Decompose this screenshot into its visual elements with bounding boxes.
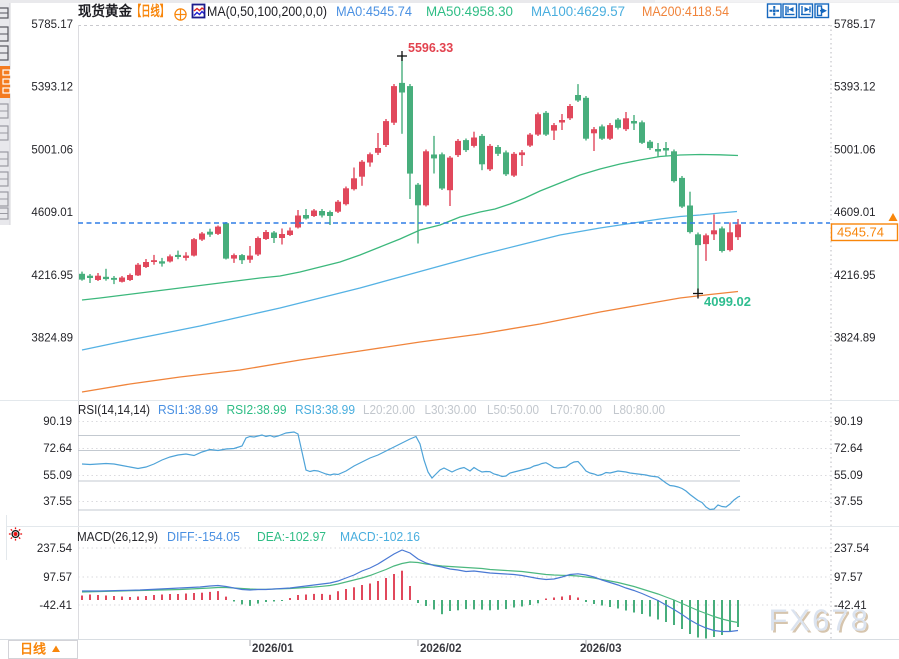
svg-text:5393.12: 5393.12 (31, 82, 73, 94)
svg-text:5001.06: 5001.06 (834, 144, 876, 156)
svg-text:55.09: 55.09 (43, 470, 72, 482)
svg-text:5596.33: 5596.33 (408, 41, 453, 55)
svg-text:L70:70.00: L70:70.00 (550, 402, 602, 417)
svg-text:现货黄金: 现货黄金 (78, 3, 133, 19)
svg-text:L50:50.00: L50:50.00 (487, 402, 539, 417)
svg-text:L80:80.00: L80:80.00 (613, 402, 665, 417)
svg-text:4609.01: 4609.01 (834, 207, 876, 219)
svg-text:5785.17: 5785.17 (834, 19, 876, 31)
svg-text:RSI(14,14,14): RSI(14,14,14) (78, 402, 150, 417)
svg-text:FX678: FX678 (769, 603, 870, 638)
svg-text:237.54: 237.54 (834, 543, 870, 555)
svg-text:72.64: 72.64 (834, 443, 863, 455)
svg-text:2026/03: 2026/03 (580, 643, 622, 655)
svg-text:【日线】: 【日线】 (132, 3, 169, 19)
svg-text:55.09: 55.09 (834, 470, 863, 482)
svg-text:4216.95: 4216.95 (834, 270, 876, 282)
svg-text:MA200:4118.54: MA200:4118.54 (642, 4, 729, 19)
svg-text:RSI3:38.99: RSI3:38.99 (295, 402, 355, 417)
svg-text:MACD:-102.16: MACD:-102.16 (340, 529, 420, 544)
svg-text:3824.89: 3824.89 (31, 333, 73, 345)
svg-text:5001.06: 5001.06 (31, 144, 73, 156)
svg-text:日线: 日线 (20, 642, 46, 657)
svg-text:4545.74: 4545.74 (837, 225, 884, 240)
svg-text:RSI2:38.99: RSI2:38.99 (227, 402, 287, 417)
svg-text:37.55: 37.55 (834, 496, 863, 508)
svg-text:37.55: 37.55 (43, 496, 72, 508)
svg-text:-42.41: -42.41 (834, 600, 867, 612)
svg-text:4216.95: 4216.95 (31, 270, 73, 282)
svg-text:3824.89: 3824.89 (834, 333, 876, 345)
svg-text:4609.01: 4609.01 (31, 207, 73, 219)
svg-text:2026/02: 2026/02 (420, 643, 462, 655)
svg-text:72.64: 72.64 (43, 443, 72, 455)
svg-text:97.57: 97.57 (43, 572, 72, 584)
svg-text:97.57: 97.57 (834, 572, 863, 584)
svg-text:DEA:-102.97: DEA:-102.97 (257, 529, 326, 544)
svg-text:FX678: FX678 (771, 605, 872, 640)
svg-text:5393.12: 5393.12 (834, 82, 876, 94)
svg-text:RSI1:38.99: RSI1:38.99 (158, 402, 218, 417)
svg-text:90.19: 90.19 (43, 416, 72, 428)
svg-text:90.19: 90.19 (834, 416, 863, 428)
svg-text:L20:20.00: L20:20.00 (363, 402, 415, 417)
svg-text:L30:30.00: L30:30.00 (425, 402, 477, 417)
svg-text:DIFF:-154.05: DIFF:-154.05 (167, 529, 240, 544)
svg-text:MA0:4545.74: MA0:4545.74 (336, 4, 412, 19)
svg-text:MA100:4629.57: MA100:4629.57 (531, 4, 625, 19)
svg-text:5785.17: 5785.17 (31, 19, 73, 31)
svg-text:MACD(26,12,9): MACD(26,12,9) (77, 529, 158, 544)
svg-text:MA(0,50,100,200,0,0): MA(0,50,100,200,0,0) (207, 3, 327, 19)
svg-text:2026/01: 2026/01 (252, 643, 294, 655)
svg-text:4099.02: 4099.02 (704, 294, 751, 309)
svg-text:MA50:4958.30: MA50:4958.30 (426, 4, 513, 19)
svg-text:237.54: 237.54 (37, 543, 73, 555)
svg-text:-42.41: -42.41 (39, 600, 72, 612)
